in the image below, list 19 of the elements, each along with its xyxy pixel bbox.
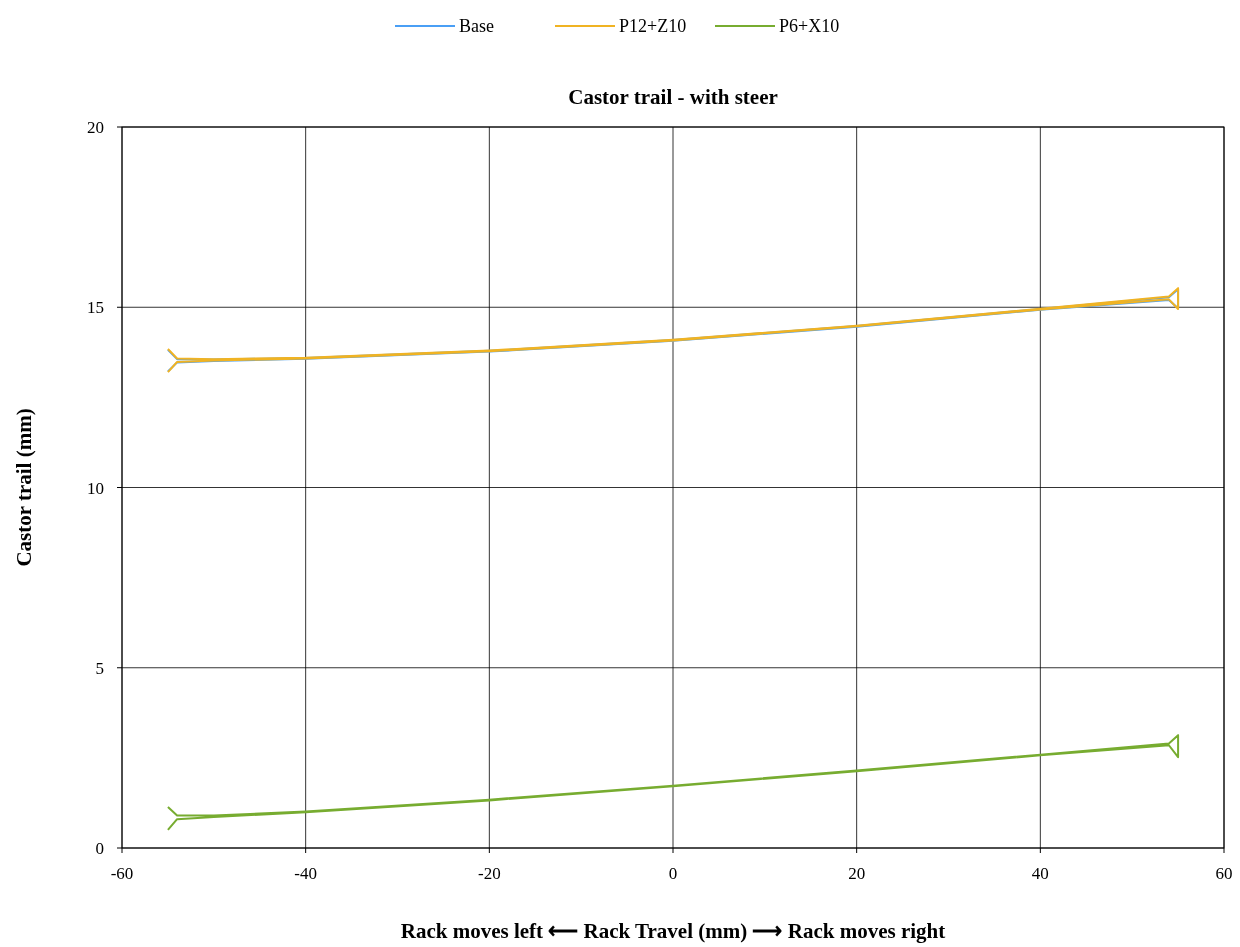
line-series bbox=[166, 734, 1180, 831]
legend-label: P6+X10 bbox=[779, 16, 840, 36]
y-axis-title: Castor trail (mm) bbox=[12, 408, 36, 567]
y-tick-label: 10 bbox=[87, 478, 104, 498]
x-tick-label: 20 bbox=[848, 864, 866, 883]
x-tick-label: 60 bbox=[1215, 864, 1233, 883]
x-tick-label: -40 bbox=[294, 864, 317, 883]
x-tick-label: 40 bbox=[1031, 864, 1049, 883]
x-tick-label: -60 bbox=[110, 864, 134, 883]
y-tick-label: 20 bbox=[87, 118, 104, 137]
x-tick-label: 0 bbox=[668, 864, 678, 883]
y-tick-label: 15 bbox=[87, 298, 104, 318]
y-tick-label: 0 bbox=[95, 839, 104, 858]
x-tick-label: -20 bbox=[478, 864, 501, 883]
legend-label: P12+Z10 bbox=[619, 16, 687, 36]
x-axis-title: Rack moves left ⟵ Rack Travel (mm) ⟶ Rack moves right bbox=[400, 919, 946, 943]
y-tick-label: 5 bbox=[95, 658, 104, 678]
legend-label: Base bbox=[459, 16, 494, 36]
chart-title: Castor trail - with steer bbox=[568, 85, 778, 109]
